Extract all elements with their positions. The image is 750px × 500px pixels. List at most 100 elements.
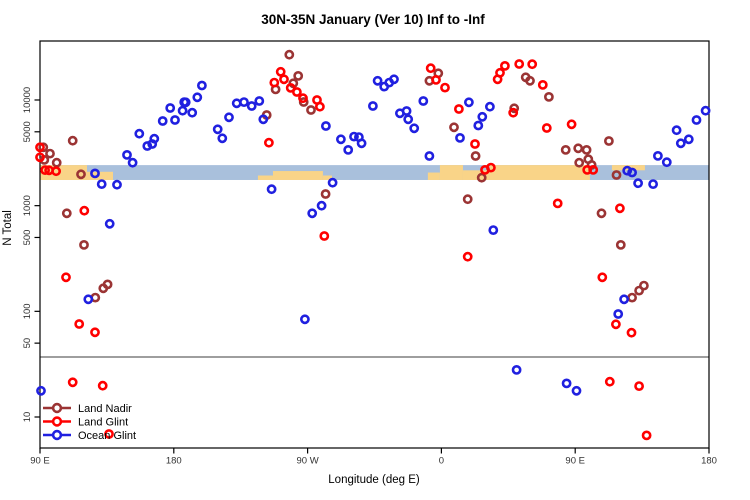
data-point-land-nadir [627,292,637,303]
data-point-land-glint [269,77,280,88]
data-point-land-nadir [67,135,78,146]
legend-label-land-nadir: Land Nadir [78,403,132,415]
data-point-ocean-glint [122,149,132,160]
data-point-ocean-glint [224,112,234,123]
data-point-ocean-glint [511,364,522,375]
data-point-land-glint [35,142,45,153]
data-point-ocean-glint [653,150,663,161]
data-point-ocean-glint [254,96,265,106]
data-point-land-glint [641,430,652,441]
y-tick-label: 5000 [22,121,33,142]
data-point-ocean-glint [217,133,228,144]
y-tick-label: 10 [22,412,33,423]
data-point-ocean-glint [409,123,420,134]
data-point-land-nadir [51,157,62,168]
x-tick-label: 90 E [30,456,50,467]
data-point-ocean-glint [170,115,180,125]
data-point-land-glint [425,63,436,74]
data-point-ocean-glint [463,97,474,108]
data-point-ocean-glint [147,139,158,149]
data-point-ocean-glint [561,378,572,389]
legend-item-ocean-glint: Ocean Glint [43,429,136,442]
land-ocean-band [40,165,709,180]
chart-title: 30N-35N January (Ver 10) Inf to -Inf [261,12,485,27]
data-point-land-glint [588,164,599,175]
data-point-land-nadir [306,105,316,115]
data-point-land-nadir [79,239,89,250]
plot-border [39,40,710,449]
data-point-land-nadir [509,103,520,114]
data-point-ocean-glint [246,101,257,111]
data-point-ocean-glint [675,138,686,149]
data-point-ocean-glint [477,111,488,122]
data-point-ocean-glint [134,128,145,139]
data-point-land-nadir [284,49,295,60]
data-point-land-glint [90,327,100,338]
data-point-ocean-glint [316,200,327,211]
data-point-land-nadir [639,280,649,291]
data-point-land-glint [634,381,644,391]
data-point-ocean-glint [165,103,176,113]
data-point-ocean-glint [258,114,269,125]
data-point-ocean-glint [403,114,414,125]
data-point-land-nadir [604,136,614,146]
data-point-ocean-glint [691,115,702,125]
data-point-land-nadir [596,208,607,219]
data-point-land-glint [79,205,90,216]
data-point-land-glint [470,139,480,149]
data-point-ocean-glint [231,98,242,109]
data-point-land-glint [615,203,625,214]
legend-label-land-glint: Land Glint [78,417,128,429]
data-point-land-glint [495,67,505,78]
data-point-ocean-glint [648,179,658,189]
data-point-land-glint [597,272,608,283]
data-point-land-glint [61,272,71,283]
data-point-land-nadir [320,189,331,199]
data-point-ocean-glint [571,385,582,396]
data-point-land-glint [440,82,450,93]
data-point-land-glint [74,319,85,329]
x-tick-label: 180 [701,456,717,467]
data-point-land-nadir [102,279,113,290]
legend-item-land-nadir: Land Nadir [43,402,132,415]
data-point-ocean-glint [177,105,188,116]
data-point-ocean-glint [424,151,435,161]
data-point-land-glint [275,66,286,77]
axes-layer: 90 E 180 90 W 0 90 E 180 10 50 100 500 1000 5000 100… [22,40,717,467]
data-point-ocean-glint [187,107,198,118]
data-point-ocean-glint [455,132,465,143]
legend-marker-ocean-glint-icon [51,429,63,441]
y-axis-label: N Total [2,210,14,246]
data-point-land-glint [527,59,538,70]
data-point-land-glint [67,377,78,388]
data-point-ocean-glint [619,294,629,305]
data-point-land-nadir [476,172,487,183]
data-point-ocean-glint [335,134,346,145]
data-point-ocean-glint [157,116,168,126]
land-band-segment [322,175,332,180]
data-point-ocean-glint [179,97,190,107]
data-point-land-glint [298,93,308,104]
data-point-land-nadir [573,143,584,154]
data-point-land-glint [485,162,496,173]
data-point-land-nadir [470,151,481,161]
data-point-ocean-glint [343,144,354,155]
y-tick-label: 500 [22,230,33,246]
data-point-ocean-glint [484,101,495,112]
data-point-land-nadir [45,148,55,159]
data-point-land-glint [314,101,325,112]
data-point-land-nadir [449,122,459,133]
data-point-land-glint [566,119,577,130]
data-point-ocean-glint [613,309,624,319]
data-point-ocean-glint [356,138,367,149]
x-tick-label: 90 W [297,456,319,467]
data-point-land-glint [279,74,289,85]
y-tick-label: 100 [22,303,33,319]
legend-marker-land-glint-icon [51,416,63,427]
data-point-land-glint [40,165,50,175]
ocean-band-strip [40,165,709,180]
data-point-land-glint [462,251,473,262]
data-point-land-glint [263,137,274,148]
data-point-land-glint [35,152,45,163]
